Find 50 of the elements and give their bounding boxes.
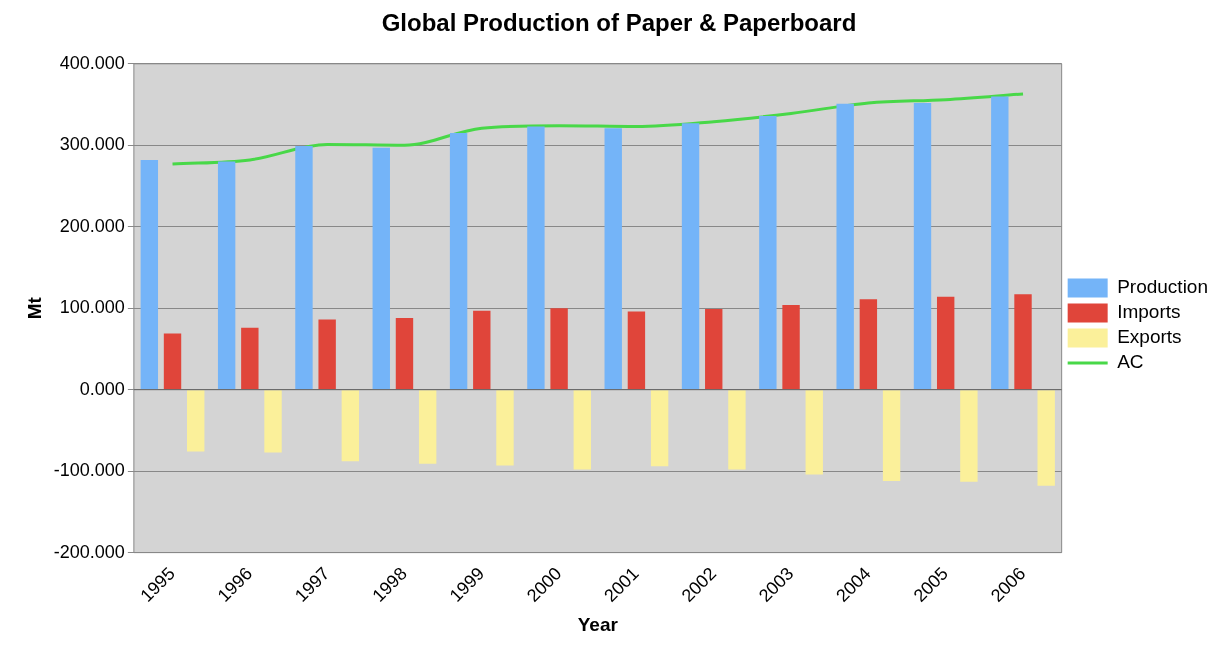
bar: [805, 390, 823, 475]
legend-label: Production: [1117, 276, 1209, 298]
bar: [473, 310, 491, 390]
bar: [991, 96, 1009, 390]
legend-label: Exports: [1117, 326, 1182, 348]
bar: [264, 390, 282, 453]
bar: [140, 159, 159, 390]
bar: [449, 133, 468, 390]
bar: [187, 390, 205, 452]
y-tick-label: 400.000: [59, 52, 125, 73]
legend-label: Imports: [1117, 301, 1181, 323]
chart-title: Global Production of Paper & Paperboard: [381, 9, 857, 37]
bar: [217, 161, 236, 390]
bar: [782, 304, 800, 390]
x-axis-title: Year: [577, 613, 619, 635]
bar: [573, 390, 591, 470]
bar: [728, 390, 746, 470]
bar: [1037, 390, 1055, 486]
bar: [681, 123, 700, 390]
bar: [395, 317, 414, 390]
bar: [836, 103, 854, 390]
bar: [295, 146, 313, 390]
y-tick-label: 0.000: [79, 378, 125, 399]
bar: [318, 319, 336, 390]
bar: [550, 308, 568, 390]
bar: [759, 115, 777, 390]
bar: [527, 126, 545, 390]
bar: [496, 390, 514, 466]
legend-label: AC: [1117, 351, 1144, 373]
bar: [418, 390, 437, 464]
y-axis-title: Mt: [23, 296, 45, 320]
bar: [627, 311, 646, 390]
bar: [705, 309, 723, 390]
bar: [163, 333, 182, 390]
bar: [936, 296, 955, 390]
bar: [341, 390, 360, 462]
bar: [882, 390, 901, 481]
y-tick-label: -200.000: [53, 541, 125, 562]
bar: [650, 390, 669, 467]
y-tick-label: 200.000: [59, 215, 125, 236]
y-tick-label: -100.000: [53, 460, 125, 481]
bar: [913, 102, 932, 390]
y-tick-label: 100.000: [59, 297, 125, 318]
bar: [859, 299, 878, 390]
bar: [960, 390, 978, 482]
bar: [372, 147, 390, 390]
bar: [241, 327, 259, 390]
y-tick-label: 300.000: [59, 134, 125, 155]
bar: [604, 128, 622, 390]
bar: [1014, 294, 1032, 390]
